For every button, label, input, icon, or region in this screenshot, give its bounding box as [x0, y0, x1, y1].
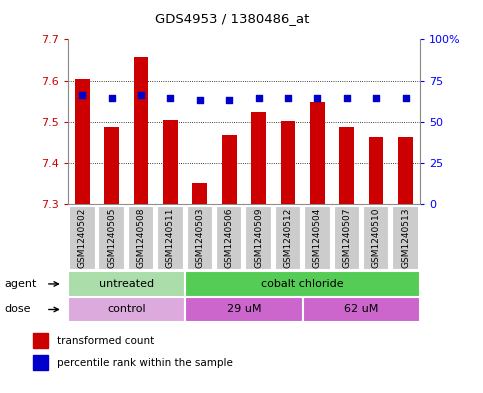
Point — [137, 92, 145, 98]
Bar — [310, 102, 325, 204]
FancyBboxPatch shape — [186, 206, 213, 270]
FancyBboxPatch shape — [334, 206, 360, 270]
Bar — [68, 297, 185, 322]
Text: cobalt chloride: cobalt chloride — [261, 279, 344, 289]
Text: GSM1240511: GSM1240511 — [166, 208, 175, 268]
Text: GSM1240512: GSM1240512 — [284, 208, 293, 268]
Text: GSM1240504: GSM1240504 — [313, 208, 322, 268]
Point — [343, 95, 351, 101]
Text: GSM1240503: GSM1240503 — [195, 208, 204, 268]
Bar — [340, 127, 354, 204]
Bar — [134, 57, 148, 204]
FancyBboxPatch shape — [392, 206, 419, 270]
Bar — [193, 183, 207, 204]
Text: GSM1240502: GSM1240502 — [78, 208, 87, 268]
Text: percentile rank within the sample: percentile rank within the sample — [57, 358, 233, 367]
Point — [402, 95, 410, 101]
Bar — [303, 297, 420, 322]
Text: GSM1240507: GSM1240507 — [342, 208, 351, 268]
Text: GSM1240513: GSM1240513 — [401, 208, 410, 268]
FancyBboxPatch shape — [69, 206, 96, 270]
Point — [78, 92, 86, 98]
Bar — [185, 271, 420, 297]
Text: GSM1240506: GSM1240506 — [225, 208, 234, 268]
Bar — [33, 355, 48, 370]
Bar — [222, 135, 237, 204]
Bar — [75, 79, 90, 204]
Text: GDS4953 / 1380486_at: GDS4953 / 1380486_at — [155, 12, 309, 25]
Bar — [163, 120, 178, 204]
Text: agent: agent — [5, 279, 37, 289]
Text: 29 uM: 29 uM — [227, 305, 261, 314]
Point — [284, 95, 292, 101]
Point — [226, 96, 233, 103]
Text: untreated: untreated — [99, 279, 154, 289]
Text: GSM1240508: GSM1240508 — [137, 208, 145, 268]
FancyBboxPatch shape — [157, 206, 184, 270]
FancyBboxPatch shape — [216, 206, 242, 270]
Text: GSM1240510: GSM1240510 — [371, 208, 381, 268]
Text: GSM1240505: GSM1240505 — [107, 208, 116, 268]
FancyBboxPatch shape — [363, 206, 389, 270]
Text: control: control — [107, 305, 146, 314]
Point — [372, 95, 380, 101]
Text: GSM1240509: GSM1240509 — [254, 208, 263, 268]
FancyBboxPatch shape — [304, 206, 330, 270]
Bar — [251, 112, 266, 204]
Text: dose: dose — [5, 305, 31, 314]
FancyBboxPatch shape — [275, 206, 301, 270]
FancyBboxPatch shape — [245, 206, 272, 270]
Point — [108, 95, 115, 101]
Bar — [185, 297, 303, 322]
Text: 62 uM: 62 uM — [344, 305, 379, 314]
Point — [313, 95, 321, 101]
Point — [255, 95, 262, 101]
Bar — [68, 271, 185, 297]
Bar — [369, 137, 384, 204]
Bar — [398, 137, 413, 204]
Bar — [104, 127, 119, 204]
FancyBboxPatch shape — [99, 206, 125, 270]
Bar — [33, 333, 48, 348]
Point — [167, 95, 174, 101]
FancyBboxPatch shape — [128, 206, 154, 270]
Text: transformed count: transformed count — [57, 336, 154, 346]
Bar — [281, 121, 295, 204]
Point — [196, 96, 204, 103]
